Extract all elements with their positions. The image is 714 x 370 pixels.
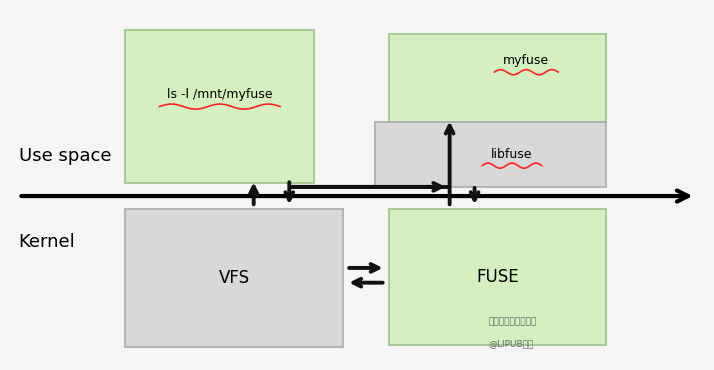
Bar [126, 30, 314, 183]
Text: FUSE: FUSE [476, 268, 519, 286]
Text: @LIPUB博客: @LIPUB博客 [489, 339, 534, 348]
Text: myfuse: myfuse [503, 54, 549, 67]
Text: ls -l /mnt/myfuse: ls -l /mnt/myfuse [167, 88, 273, 101]
Text: Kernel: Kernel [19, 233, 75, 251]
Text: VFS: VFS [218, 269, 250, 287]
Bar [375, 122, 606, 187]
Text: 妆里巴巴数据库技术: 妆里巴巴数据库技术 [489, 317, 537, 326]
Bar [389, 209, 606, 345]
Text: Use space: Use space [19, 147, 111, 165]
Text: libfuse: libfuse [491, 148, 533, 161]
Bar [389, 34, 606, 122]
Bar [126, 209, 343, 347]
